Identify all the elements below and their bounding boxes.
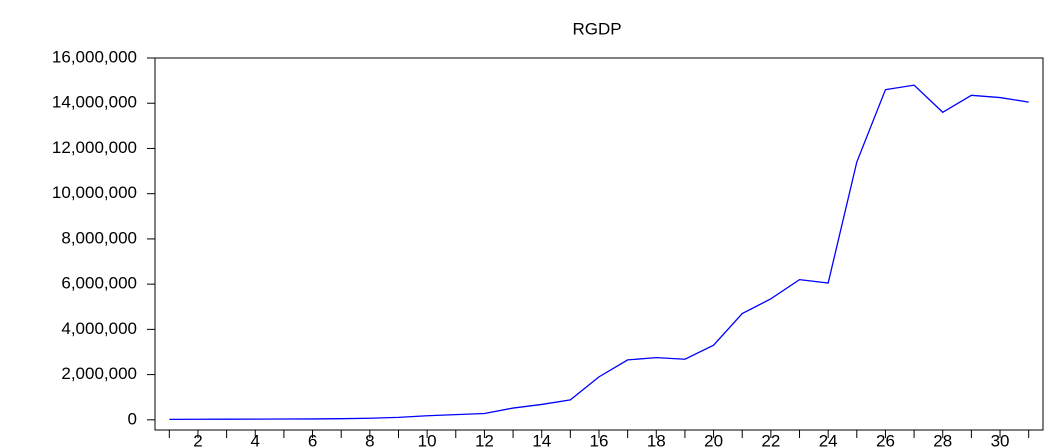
x-tick-label: 28: [933, 431, 952, 448]
x-tick-label: 10: [418, 431, 437, 448]
x-tick-label: 30: [991, 431, 1010, 448]
y-tick-label: 4,000,000: [61, 319, 137, 338]
x-tick-label: 8: [365, 431, 374, 448]
x-tick-label: 2: [193, 431, 202, 448]
x-tick-label: 20: [704, 431, 723, 448]
x-tick-label: 24: [819, 431, 838, 448]
x-tick-label: 22: [761, 431, 780, 448]
data-line: [169, 84, 1029, 421]
y-tick-label: 14,000,000: [52, 93, 137, 112]
x-tick-label: 18: [647, 431, 666, 448]
y-tick-label: 8,000,000: [61, 228, 137, 247]
y-tick-label: 2,000,000: [61, 364, 137, 383]
y-tick-label: 16,000,000: [52, 47, 137, 66]
x-tick-label: 12: [475, 431, 494, 448]
x-tick-label: 4: [251, 431, 260, 448]
x-tick-label: 6: [308, 431, 317, 448]
y-tick-label: 12,000,000: [52, 138, 137, 157]
x-tick-label: 16: [590, 431, 609, 448]
y-tick-label: 6,000,000: [61, 274, 137, 293]
y-tick-label: 0: [128, 409, 137, 428]
y-tick-label: 10,000,000: [52, 183, 137, 202]
x-tick-label: 26: [876, 431, 895, 448]
x-tick-label: 14: [532, 431, 551, 448]
plot-frame: [154, 57, 1044, 431]
chart-title: RGDP: [572, 19, 621, 38]
